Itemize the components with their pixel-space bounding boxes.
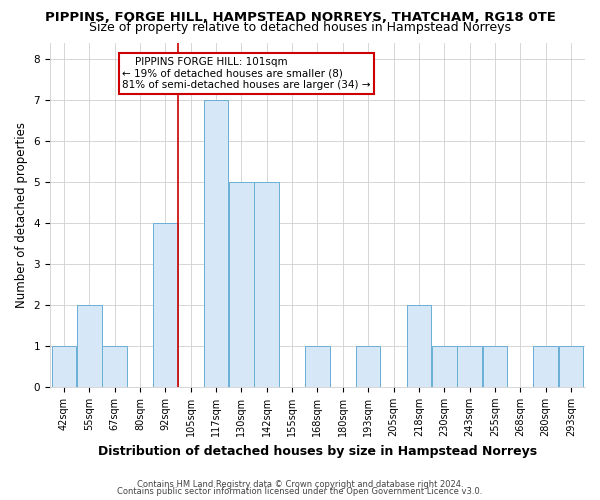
X-axis label: Distribution of detached houses by size in Hampstead Norreys: Distribution of detached houses by size …	[98, 444, 537, 458]
Bar	[432, 346, 457, 387]
Bar	[533, 346, 558, 387]
Bar	[77, 305, 101, 387]
Bar	[356, 346, 380, 387]
Bar	[457, 346, 482, 387]
Text: PIPPINS FORGE HILL: 101sqm
← 19% of detached houses are smaller (8)
81% of semi-: PIPPINS FORGE HILL: 101sqm ← 19% of deta…	[122, 57, 371, 90]
Bar	[153, 223, 178, 387]
Bar	[229, 182, 254, 387]
Text: PIPPINS, FORGE HILL, HAMPSTEAD NORREYS, THATCHAM, RG18 0TE: PIPPINS, FORGE HILL, HAMPSTEAD NORREYS, …	[44, 11, 556, 24]
Bar	[305, 346, 330, 387]
Bar	[482, 346, 507, 387]
Bar	[204, 100, 229, 387]
Bar	[254, 182, 279, 387]
Bar	[52, 346, 76, 387]
Text: Contains HM Land Registry data © Crown copyright and database right 2024.: Contains HM Land Registry data © Crown c…	[137, 480, 463, 489]
Bar	[102, 346, 127, 387]
Bar	[407, 305, 431, 387]
Text: Contains public sector information licensed under the Open Government Licence v3: Contains public sector information licen…	[118, 488, 482, 496]
Text: Size of property relative to detached houses in Hampstead Norreys: Size of property relative to detached ho…	[89, 22, 511, 35]
Y-axis label: Number of detached properties: Number of detached properties	[15, 122, 28, 308]
Bar	[559, 346, 583, 387]
